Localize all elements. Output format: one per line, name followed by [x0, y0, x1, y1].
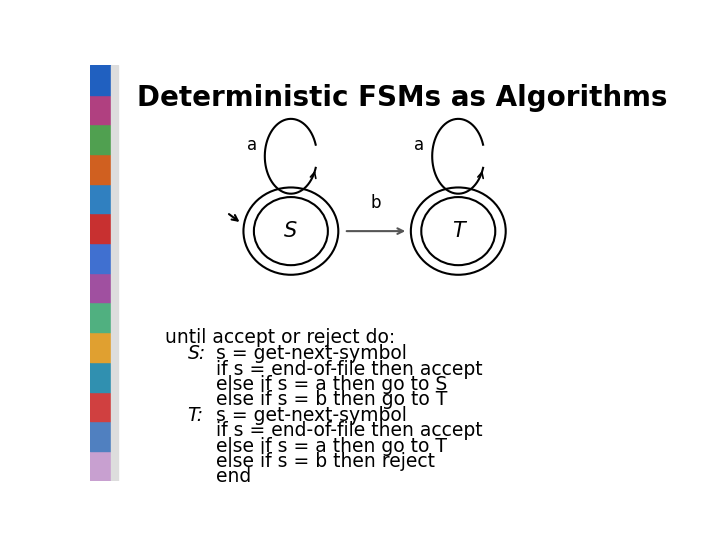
Bar: [90, 421, 111, 451]
Bar: [111, 65, 117, 481]
Text: s = get-next-symbol: s = get-next-symbol: [215, 345, 406, 363]
Text: Deterministic FSMs as Algorithms: Deterministic FSMs as Algorithms: [138, 84, 667, 112]
Text: T: T: [452, 221, 464, 241]
Text: else if s = b then reject: else if s = b then reject: [215, 452, 435, 471]
Text: T:: T:: [188, 406, 204, 425]
Text: else if s = a then go to S: else if s = a then go to S: [215, 375, 447, 394]
Bar: [90, 184, 111, 213]
Text: if s = end-of-file then accept: if s = end-of-file then accept: [215, 421, 482, 440]
Bar: [90, 213, 111, 243]
Bar: [90, 243, 111, 273]
Bar: [90, 451, 111, 481]
Text: if s = end-of-file then accept: if s = end-of-file then accept: [215, 360, 482, 379]
Bar: [90, 124, 111, 154]
Text: else if s = a then go to T: else if s = a then go to T: [215, 436, 446, 456]
Bar: [90, 273, 111, 302]
Text: end: end: [215, 467, 251, 487]
Ellipse shape: [254, 197, 328, 265]
Text: a: a: [247, 136, 257, 154]
Text: a: a: [414, 136, 424, 154]
Bar: [90, 154, 111, 184]
Text: else if s = b then go to T: else if s = b then go to T: [215, 390, 447, 409]
Text: S: S: [284, 221, 297, 241]
Bar: [90, 362, 111, 392]
Bar: [90, 65, 111, 94]
Text: S:: S:: [188, 345, 206, 363]
Text: b: b: [371, 194, 381, 212]
Bar: [90, 392, 111, 421]
Bar: [90, 332, 111, 362]
Text: until accept or reject do:: until accept or reject do:: [166, 328, 395, 347]
Ellipse shape: [421, 197, 495, 265]
Bar: [90, 302, 111, 332]
Text: s = get-next-symbol: s = get-next-symbol: [215, 406, 406, 425]
Bar: [90, 94, 111, 124]
